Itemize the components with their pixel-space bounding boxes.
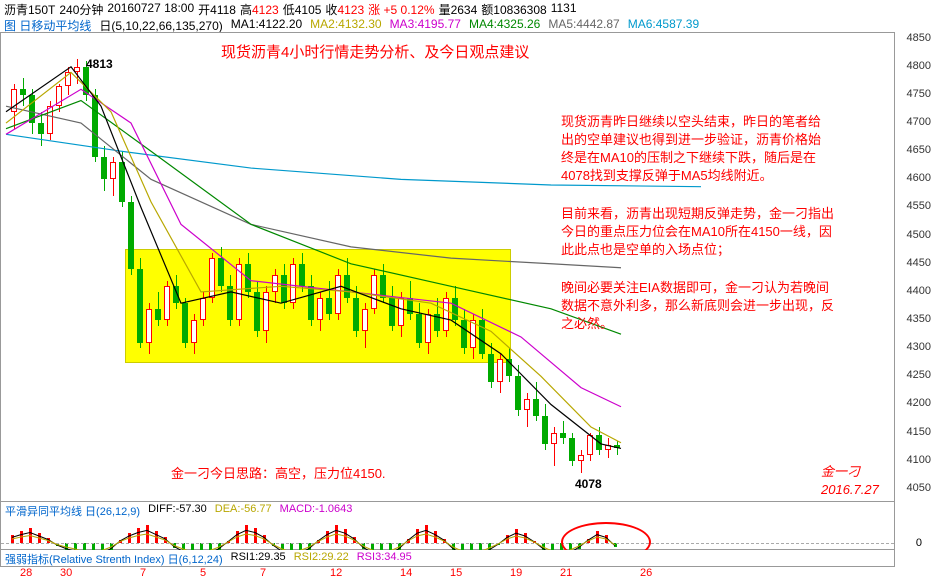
macd-bar [128,533,131,543]
x-tick: 5 [200,567,206,579]
y-axis: 4050 4100 4150 4200 4250 4300 4350 4400 4450 4500… [895,32,935,502]
x-axis: 28 30 7 5 7 12 14 15 19 21 26 [0,567,895,585]
analysis-text-0: 现货沥青昨日继续以空头结束，昨日的笔者给出的空单建议也得到进一步验证，沥青价格始… [561,113,821,185]
chart-header: 沥青150T 240分钟 20160727 18:00 开4118 高4123 … [0,0,935,16]
y-tick: 4150 [907,426,931,438]
x-tick: 14 [400,567,412,579]
macd-bar [38,533,41,543]
x-tick: 19 [510,567,522,579]
trough-label: 4078 [575,477,602,491]
macd-bar [335,525,338,543]
open-val: 4118 [210,3,236,17]
x-tick: 28 [20,567,32,579]
x-tick: 15 [450,567,462,579]
y-tick: 4250 [907,369,931,381]
y-tick: 4400 [907,285,931,297]
y-tick: 4500 [907,229,931,241]
macd-bar [344,529,347,543]
x-tick: 21 [560,567,572,579]
y-tick: 4750 [907,88,931,100]
macd-bar [506,535,509,543]
high-val: 4123 [252,3,279,17]
x-tick: 30 [60,567,72,579]
y-tick: 4100 [907,454,931,466]
y-tick: 4700 [907,116,931,128]
y-tick: 4350 [907,313,931,325]
macd-bar [416,529,419,543]
y-tick: 4850 [907,32,931,44]
macd-bar [515,529,518,543]
y-tick: 4050 [907,482,931,494]
macd-bar [425,525,428,543]
close-val: 4123 [337,3,364,17]
macd-bar [524,533,527,543]
signature: 金一刁2016.7.27 [821,463,879,499]
macd-bar [236,531,239,543]
peak-label: 4813 [86,57,113,71]
x-tick: 7 [140,567,146,579]
x-tick: 26 [640,567,652,579]
y-tick: 4450 [907,257,931,269]
macd-bar [146,525,149,543]
macd-bar [155,531,158,543]
rsi-header: 强弱指标(Relative Strenth Index) 日(6,12,24) … [1,550,894,566]
y-tick: 4550 [907,200,931,212]
macd-bar [263,535,266,543]
x-tick: 7 [260,567,266,579]
macd-bar [254,528,257,543]
y-tick: 4800 [907,60,931,72]
y-tick: 4600 [907,172,931,184]
macd-bar [20,531,23,543]
chart-title: 现货沥青4小时行情走势分析、及今日观点建议 [221,41,529,62]
y-tick: 4300 [907,341,931,353]
period: 240分钟 [59,1,103,15]
macd-zero-label: 0 [916,537,922,549]
x-tick: 12 [330,567,342,579]
macd-header: 平滑异同平均线 日(26,12,9) DIFF:-57.30DEA:-56.77… [1,502,894,518]
y-tick: 4200 [907,397,931,409]
strategy-note: 金一刁今日思路：高空，压力位4150. [171,465,386,483]
macd-panel[interactable]: 平滑异同平均线 日(26,12,9) DIFF:-57.30DEA:-56.77… [0,502,895,550]
macd-bar [326,531,329,543]
macd-bar [434,531,437,543]
rsi-panel[interactable]: 强弱指标(Relative Strenth Index) 日(6,12,24) … [0,550,895,567]
macd-bar [11,535,14,543]
analysis-text-1: 目前来看，沥青出现短期反弹走势，金一刁指出今日的重点压力位会在MA10所在415… [561,205,834,259]
candlestick-chart[interactable]: 现货沥青4小时行情走势分析、及今日观点建议 4813 4078 现货沥青昨日继续以空头… [0,32,895,502]
macd-bar [245,525,248,543]
y-tick: 4650 [907,144,931,156]
macd-bar [29,528,32,543]
symbol: 沥青150T [4,1,55,15]
ma-legend-row: 图 日移动平均线 日(5,10,22,66,135,270) MA1:4122.… [0,16,935,32]
macd-bar [137,528,140,543]
low-val: 4105 [295,3,322,17]
datetime: 20160727 18:00 [107,1,194,15]
analysis-text-2: 晚间必要关注EIA数据即可，金一刁认为若晚间数据不意外利多，那么新底则会进一步出… [561,279,834,333]
